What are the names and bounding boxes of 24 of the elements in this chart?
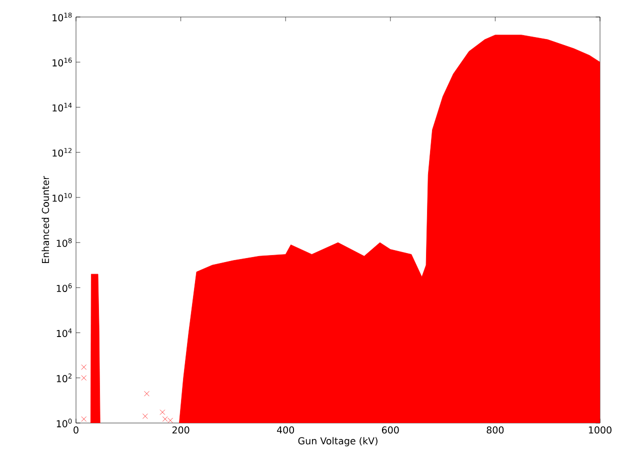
y-tick-label: 10$^{16}$ bbox=[52, 58, 72, 66]
y-tick-label: 10$^{6}$ bbox=[56, 283, 72, 292]
x-tick-label: 200 bbox=[172, 426, 190, 434]
x-tick-label: 600 bbox=[382, 426, 399, 434]
x-tick-label: 800 bbox=[486, 426, 504, 434]
point bbox=[81, 364, 87, 370]
y-tick-label: 10$^{10}$ bbox=[52, 193, 72, 202]
point bbox=[144, 390, 150, 396]
point bbox=[81, 416, 87, 422]
point bbox=[81, 375, 87, 381]
point bbox=[160, 410, 166, 415]
x-tick-label: 1000 bbox=[588, 426, 612, 434]
y-tick-label: 10$^{8}$ bbox=[56, 238, 72, 247]
point bbox=[142, 414, 148, 419]
y-tick-label: 10$^{2}$ bbox=[56, 374, 72, 382]
y-tick-label: 10$^{4}$ bbox=[56, 328, 72, 338]
x-axis-title: Gun Voltage (kV) bbox=[298, 437, 378, 446]
y-tick-label: 10$^{0}$ bbox=[56, 418, 72, 428]
y-tick-label: 10$^{14}$ bbox=[52, 102, 72, 112]
x-tick-label: 400 bbox=[277, 426, 294, 434]
y-tick-label: 10$^{18}$ bbox=[52, 12, 72, 22]
y-tick-label: 10$^{12}$ bbox=[52, 148, 72, 157]
x-tick-label: 0 bbox=[74, 426, 78, 434]
y-axis-title: Enhanced Counter bbox=[42, 176, 50, 264]
